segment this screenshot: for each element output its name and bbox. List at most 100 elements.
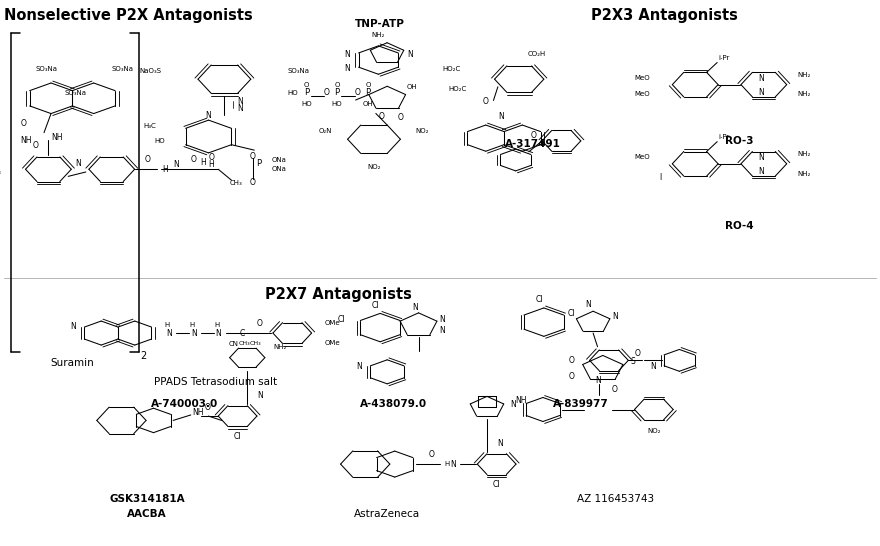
Text: O: O xyxy=(205,403,210,412)
Text: P2X3 Antagonists: P2X3 Antagonists xyxy=(591,8,737,23)
Text: O: O xyxy=(378,112,385,121)
Text: NH₂: NH₂ xyxy=(371,32,385,38)
Text: N: N xyxy=(439,326,445,335)
Text: O: O xyxy=(483,97,488,105)
Text: N: N xyxy=(238,97,243,105)
Text: C: C xyxy=(239,329,245,337)
Text: 2: 2 xyxy=(140,351,147,361)
Text: NH: NH xyxy=(20,136,32,145)
Text: TNP-ATP: TNP-ATP xyxy=(356,19,405,29)
Text: H: H xyxy=(444,461,449,467)
Text: N: N xyxy=(412,303,417,312)
Text: O: O xyxy=(191,155,196,164)
Text: ONa: ONa xyxy=(272,167,287,172)
Text: N: N xyxy=(76,159,82,168)
Text: I: I xyxy=(659,173,662,182)
Text: H: H xyxy=(163,165,168,174)
Text: PPADS Tetrasodium salt: PPADS Tetrasodium salt xyxy=(154,377,277,387)
Text: O: O xyxy=(209,153,214,162)
Text: GSK314181A: GSK314181A xyxy=(109,494,185,504)
Text: A-839977: A-839977 xyxy=(553,399,609,408)
Text: NH₂: NH₂ xyxy=(797,92,810,97)
Text: O: O xyxy=(334,82,340,87)
Text: O: O xyxy=(429,450,435,459)
Text: H: H xyxy=(165,322,170,328)
Text: SO₃Na: SO₃Na xyxy=(111,67,133,72)
Text: NH₂: NH₂ xyxy=(797,151,810,157)
Text: N: N xyxy=(356,362,362,371)
Text: N: N xyxy=(439,315,445,324)
Text: A-438079.0: A-438079.0 xyxy=(360,399,427,408)
Text: P: P xyxy=(304,88,309,97)
Text: Cl: Cl xyxy=(568,310,575,318)
Text: N: N xyxy=(344,64,349,73)
Text: H: H xyxy=(209,161,214,169)
Text: N: N xyxy=(206,111,211,120)
Text: P: P xyxy=(365,88,370,97)
Text: Cl: Cl xyxy=(338,315,345,324)
Text: RO-4: RO-4 xyxy=(725,221,753,231)
Text: N: N xyxy=(585,300,590,309)
Text: N: N xyxy=(596,376,601,385)
Text: N: N xyxy=(166,329,172,337)
Text: P2X7 Antagonists: P2X7 Antagonists xyxy=(266,287,412,301)
Text: N: N xyxy=(759,168,765,176)
Text: N: N xyxy=(759,74,765,82)
Text: SO₃Na: SO₃Na xyxy=(64,90,86,96)
Text: O: O xyxy=(398,113,403,122)
Text: N: N xyxy=(650,363,656,371)
Text: Nonselective P2X Antagonists: Nonselective P2X Antagonists xyxy=(4,8,253,23)
Text: AACBA: AACBA xyxy=(127,509,167,519)
Text: MeO: MeO xyxy=(634,75,650,81)
Text: Cl: Cl xyxy=(493,480,501,489)
Text: SO₃Na: SO₃Na xyxy=(288,68,310,74)
Text: N: N xyxy=(407,50,413,59)
Text: N: N xyxy=(191,329,196,337)
Text: CH₃: CH₃ xyxy=(239,341,251,347)
Text: H: H xyxy=(214,322,219,328)
Text: N: N xyxy=(510,400,516,408)
Text: AstraZeneca: AstraZeneca xyxy=(354,509,421,519)
Text: P: P xyxy=(334,88,340,97)
Text: H₃C: H₃C xyxy=(143,123,156,128)
Text: MeO: MeO xyxy=(634,155,650,160)
Text: NO₂: NO₂ xyxy=(367,164,381,169)
Text: OH: OH xyxy=(363,101,373,106)
Text: S: S xyxy=(631,358,635,366)
Text: NO₂: NO₂ xyxy=(647,429,661,434)
Text: H: H xyxy=(189,322,194,328)
Text: O: O xyxy=(355,88,360,97)
Text: MeO: MeO xyxy=(634,92,650,97)
Text: ONa: ONa xyxy=(272,157,287,163)
Text: N: N xyxy=(258,391,263,400)
Text: OMe: OMe xyxy=(325,340,341,346)
Text: NH₂: NH₂ xyxy=(797,171,810,176)
Text: HO₂C: HO₂C xyxy=(443,67,461,72)
Text: N: N xyxy=(70,322,76,331)
Text: O: O xyxy=(257,319,262,328)
Text: N: N xyxy=(450,460,456,468)
Text: Cl: Cl xyxy=(372,301,379,310)
Text: AZ 116453743: AZ 116453743 xyxy=(577,494,655,504)
Text: Cl: Cl xyxy=(234,432,241,441)
Text: NO₂: NO₂ xyxy=(415,128,429,134)
Text: O: O xyxy=(365,82,370,87)
Text: Cl: Cl xyxy=(536,295,543,304)
Text: O: O xyxy=(145,155,150,164)
Text: O: O xyxy=(304,82,309,87)
Text: N: N xyxy=(759,88,765,97)
Text: RO-3: RO-3 xyxy=(725,136,753,146)
Text: SO₃Na: SO₃Na xyxy=(36,67,58,72)
Text: HO: HO xyxy=(332,101,342,106)
Text: N: N xyxy=(499,112,504,121)
Text: CN: CN xyxy=(228,341,238,347)
Text: HO₂C: HO₂C xyxy=(448,86,466,92)
Text: NH: NH xyxy=(192,408,203,417)
Text: HO: HO xyxy=(301,101,312,106)
Text: O: O xyxy=(33,141,38,150)
Text: O: O xyxy=(568,372,575,381)
Text: NH₂: NH₂ xyxy=(797,72,810,78)
Text: N: N xyxy=(216,329,221,337)
Text: N: N xyxy=(238,104,243,112)
Text: OH: OH xyxy=(407,85,417,90)
